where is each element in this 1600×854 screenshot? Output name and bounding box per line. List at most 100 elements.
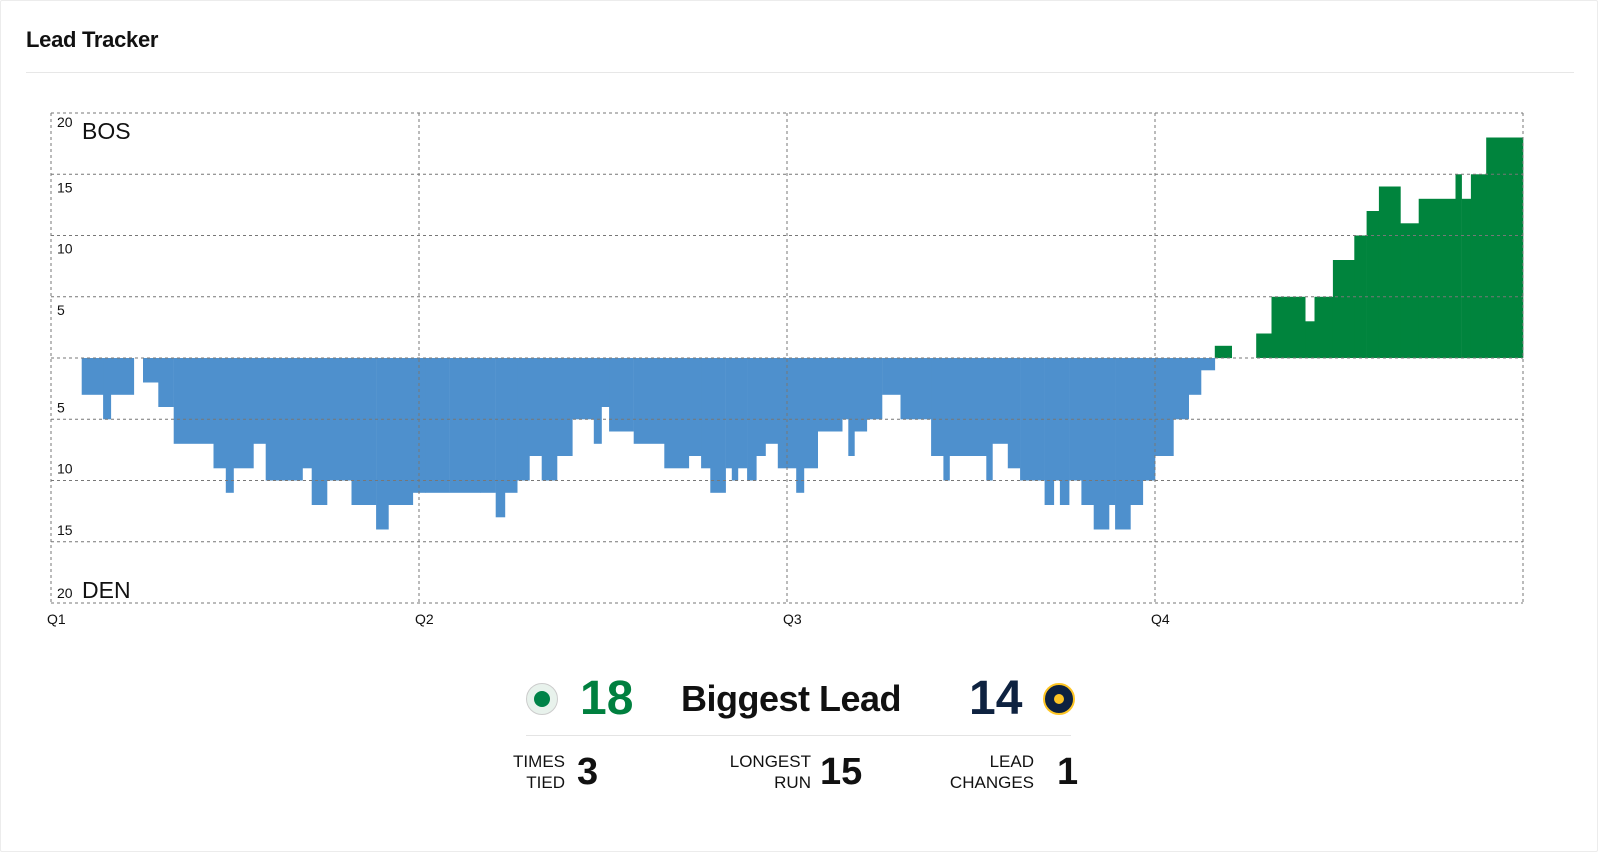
den-lead-bar [572,358,595,420]
y-tick-label: 10 [57,461,73,477]
den-lead-bar [747,358,757,481]
den-biggest-lead: 14 [969,672,1023,725]
bos-lead-bar [1271,296,1306,359]
den-lead-bar [931,358,944,456]
den-lead-bar [1173,358,1189,420]
bos-axis-label: BOS [82,118,131,144]
den-lead-bar [593,358,602,444]
biggest-lead-label: Biggest Lead [680,678,902,719]
den-lead-bar [351,358,377,505]
y-tick-label: 15 [57,179,73,195]
times-tied-stat: TIMES TIED 3 [471,749,611,799]
den-lead-bar [756,358,766,456]
den-lead-bar [233,358,254,469]
den-lead-bar [1109,358,1116,505]
den-lead-bar [601,358,610,407]
lead-changes-label-line-2: CHANGES [949,773,1034,792]
times-tied-value: 3 [577,751,599,793]
y-tick-label: 20 [57,585,73,601]
game-summary: 18 Biggest Lead 14 TIMES TIED 3 LONGEST … [1,661,1600,851]
longest-run-label: LONGEST RUN [691,751,811,793]
den-lead-bar [213,358,227,469]
den-lead-bar [1201,358,1216,371]
den-lead-bar [158,358,174,407]
den-lead-bar [173,358,214,444]
y-tick-label: 20 [57,114,73,130]
bos-lead-bar [1256,333,1272,358]
den-lead-bar [504,358,518,493]
den-lead-bar [1115,358,1131,530]
y-tick-label: 5 [57,399,65,415]
den-lead-bar [1069,358,1082,481]
celtics-logo-icon [526,683,558,715]
y-tick-label: 15 [57,522,73,538]
bos-lead-bar [1214,345,1232,359]
nuggets-logo-icon [1043,683,1075,715]
den-lead-bar [110,358,135,395]
den-lead-bar [517,358,530,481]
quarter-tick-label: Q4 [1151,611,1170,627]
bos-lead-bar [1486,137,1518,358]
summary-divider [526,735,1071,736]
times-tied-label: TIMES TIED [445,751,565,793]
den-lead-bar [529,358,542,456]
den-lead-bar [817,358,843,432]
den-lead-bar [1059,358,1070,505]
den-lead-bar [557,358,573,456]
lead-changes-stat: LEAD CHANGES 1 [921,749,1091,799]
den-lead-bar [1093,358,1110,530]
den-lead-bar [701,358,711,469]
den-lead-bar [609,358,634,432]
bos-lead-bar [1400,223,1419,359]
den-lead-bar [225,358,234,493]
card-title: Lead Tracker [26,27,159,52]
den-lead-bar [143,358,159,383]
den-lead-bar [1053,358,1061,481]
bos-lead-bar [1378,186,1401,358]
den-lead-bar [992,358,1009,444]
den-lead-bar [633,358,665,444]
den-lead-bar [388,358,414,505]
bos-lead-bar [1314,296,1334,359]
den-lead-bar [302,358,312,469]
den-lead-bar [949,358,972,456]
bos-lead-bar [1455,174,1462,359]
den-lead-bar [900,358,932,420]
quarter-tick-label: Q2 [415,611,434,627]
title-divider [26,72,1574,73]
den-lead-bar [480,358,496,493]
lead-changes-label-line-1: LEAD [989,752,1034,771]
times-tied-label-line-2: TIED [526,773,565,792]
bos-lead-bar [1516,137,1524,358]
den-lead-bar [664,358,690,469]
den-lead-bar [725,358,733,469]
den-lead-bar [688,358,702,456]
den-lead-bar [842,358,849,420]
den-lead-bar [803,358,818,469]
lead-changes-label: LEAD CHANGES [914,751,1034,793]
y-tick-label: 5 [57,302,65,318]
bos-biggest-lead: 18 [580,672,634,725]
den-lead-bar [253,358,266,444]
biggest-lead-row: 18 Biggest Lead 14 [526,669,1075,729]
den-lead-bar [796,358,805,493]
den-lead-bar [971,358,987,456]
den-lead-bar [737,358,748,469]
den-lead-bar [311,358,328,505]
den-lead-bar [765,358,779,444]
den-lead-bar [848,358,855,456]
den-lead-bar [866,358,883,420]
den-lead-bar [103,358,112,420]
bos-lead-bar [1332,260,1355,358]
den-lead-bar [376,358,389,530]
bos-lead-bar [1366,211,1380,358]
den-lead-bar [854,358,868,432]
quarter-tick-label: Q1 [47,611,66,627]
longest-run-value: 15 [820,751,863,793]
den-lead-bar [425,358,450,493]
y-tick-label: 10 [57,241,73,257]
longest-run-label-line-1: LONGEST [729,752,811,771]
bos-lead-bar [1418,198,1456,359]
times-tied-label-line-1: TIMES [513,752,565,771]
